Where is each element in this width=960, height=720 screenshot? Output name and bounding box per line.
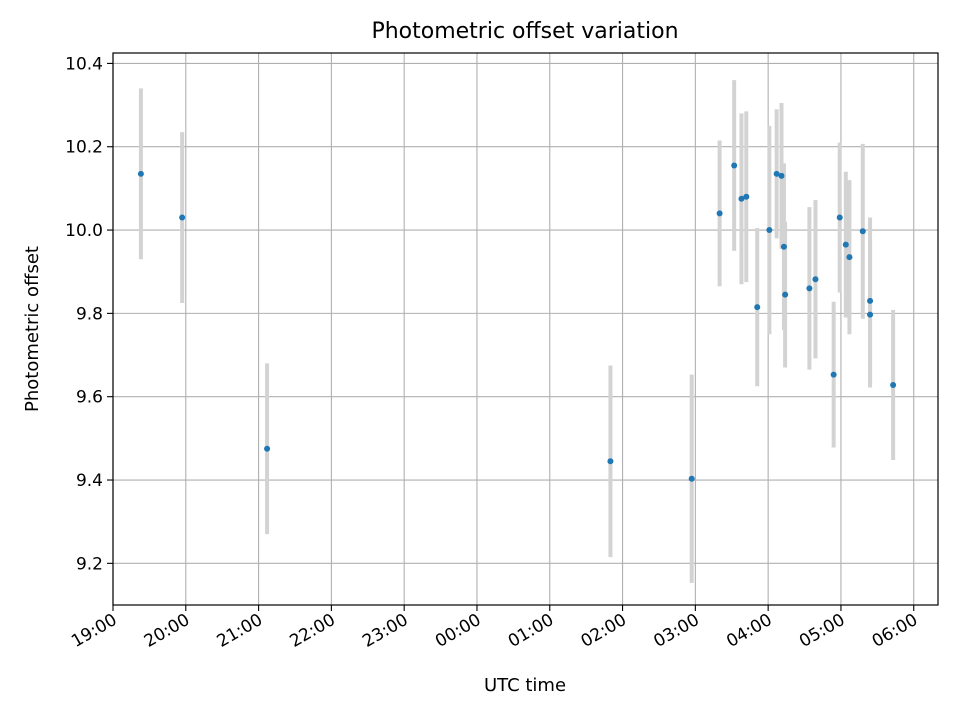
grid-lines [112,53,938,605]
y-tick-label: 9.6 [76,388,103,408]
data-point [830,371,837,378]
data-point [766,227,773,234]
data-point [778,172,785,179]
data-point [780,243,787,250]
data-point [137,170,144,177]
y-tick-label: 10.4 [65,54,103,74]
y-axis-label: Photometric offset [22,246,43,412]
data-point [859,228,866,235]
data-point [716,210,723,217]
data-point [806,285,813,292]
data-point [738,195,745,202]
y-tick-label: 9.2 [76,554,103,574]
y-tick-label: 9.4 [76,471,103,491]
data-point [731,162,738,169]
y-tick-label: 10.0 [65,221,103,241]
y-tick-label: 9.8 [76,304,103,324]
data-point [867,297,874,304]
data-point [836,214,843,221]
data-point [846,254,853,261]
data-point [782,291,789,298]
data-point [890,382,897,389]
plot-area [113,53,938,605]
data-points [137,162,897,482]
data-point [179,214,186,221]
data-point [867,311,874,318]
plot-frame [112,52,939,606]
data-point [688,475,695,482]
data-point [264,445,271,452]
y-tick-label: 10.2 [65,138,103,158]
data-point [743,193,750,200]
data-point [812,276,819,283]
chart-title: Photometric offset variation [371,19,678,44]
data-point [607,458,614,465]
data-point [773,170,780,177]
data-point [754,304,761,311]
y-axis-ticks: 9.2 9.4 9.6 9.8 10.0 10.2 10.4 [65,54,113,574]
data-point [842,241,849,248]
x-axis-label: UTC time [484,675,566,696]
